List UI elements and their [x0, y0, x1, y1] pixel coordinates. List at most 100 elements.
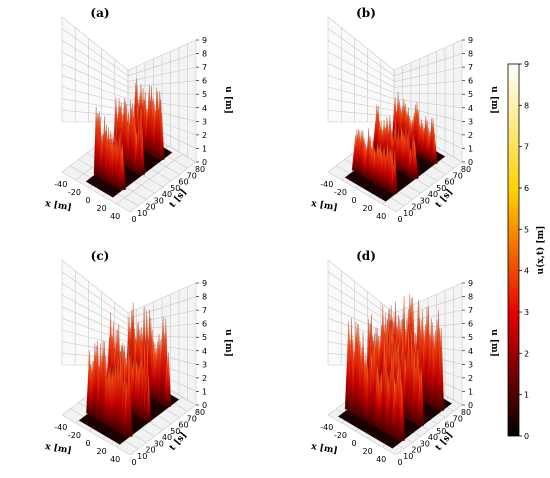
surface-peak	[159, 113, 165, 160]
z-axis: 0 1 2 3 4 5 6 7 8 9 u [m]	[462, 36, 499, 167]
surface-peak	[118, 141, 126, 190]
z-grid-left	[61, 16, 129, 71]
t-tick-label: 50	[170, 427, 180, 436]
t-tick-label: 50	[436, 427, 446, 436]
colorbar-tick-label: 9	[524, 60, 529, 69]
panel-title: (a)	[90, 6, 109, 20]
z-axis-label: u [m]	[223, 86, 233, 114]
z-tick-label: 9	[202, 36, 207, 45]
z-axis-label: u [m]	[489, 86, 499, 114]
z-grid-left	[327, 16, 395, 71]
x-axis-label: x [m]	[44, 199, 72, 213]
z-grid-left	[61, 283, 129, 325]
x-tick-label: 0	[85, 196, 90, 205]
z-grid-left	[61, 63, 129, 94]
z-grid-left	[61, 86, 129, 105]
surface-peak	[438, 327, 445, 411]
colorbar-ticks: 0 1 2 3 4 5 6 7 8 9	[519, 60, 529, 441]
colorbar-tick-label: 4	[524, 267, 529, 276]
t-tick-label: 70	[453, 414, 463, 423]
t-tick-label: 80	[195, 408, 205, 417]
x-tick-label: -40	[320, 423, 333, 432]
z-grid-left	[327, 28, 395, 77]
z-tick-label: 7	[202, 306, 207, 315]
z-tick-label: 1	[468, 144, 473, 153]
z-tick-label: 3	[468, 360, 473, 369]
z-tick-label: 3	[468, 117, 473, 126]
z-tick-label: 5	[202, 90, 207, 99]
z-tick-label: 8	[202, 293, 207, 302]
t-tick-label: 0	[397, 458, 402, 467]
surface-peak	[146, 373, 152, 422]
z-tick-label: 5	[202, 333, 207, 342]
z-axis-label: u [m]	[489, 329, 499, 357]
z-grid-left	[327, 259, 395, 314]
surface-peak	[418, 361, 424, 426]
z-grid-left	[61, 294, 129, 331]
t-tick-label: 80	[461, 165, 471, 174]
z-axis: 0 1 2 3 4 5 6 7 8 9 u [m]	[462, 279, 499, 410]
colorbar-tick-label: 1	[524, 391, 529, 400]
surface-peak	[398, 375, 405, 441]
t-tick-label: 80	[461, 408, 471, 417]
z-tick-label: 4	[202, 104, 207, 113]
t-tick-label: 30	[420, 196, 430, 205]
t-tick-label: 10	[403, 209, 413, 218]
surface-peak	[392, 145, 398, 194]
z-tick-label: 8	[468, 293, 473, 302]
t-tick-label: 0	[131, 215, 136, 224]
x-tick-label: 20	[97, 447, 107, 456]
x-tick-label: 40	[110, 212, 120, 221]
z-tick-label: 7	[468, 306, 473, 315]
z-grid-left	[61, 110, 129, 117]
z-tick-label: 5	[468, 333, 473, 342]
t-grid-floor	[61, 414, 131, 456]
surface	[338, 294, 452, 449]
colorbar-tick-label: 7	[524, 143, 529, 152]
z-tick-label: 9	[468, 36, 473, 45]
t-tick-label: 40	[428, 190, 438, 199]
t-tick-label: 10	[137, 452, 147, 461]
t-tick-label: 70	[187, 414, 197, 423]
surface-peak	[165, 352, 172, 407]
z-grid-left	[61, 75, 129, 100]
x-tick-label: -20	[334, 188, 347, 197]
panel-title: (b)	[356, 6, 376, 20]
colorbar-tick-label: 6	[524, 184, 529, 193]
z-tick-label: 7	[468, 63, 473, 72]
t-tick-label: 20	[145, 446, 155, 455]
x-tick-label: 40	[376, 212, 386, 221]
t-tick-label: 50	[170, 184, 180, 193]
z-tick-label: 4	[468, 347, 473, 356]
z-tick-label: 1	[468, 387, 473, 396]
colorbar-tick-label: 3	[524, 308, 529, 317]
colorbar-label: u(x,t) [m]	[535, 226, 546, 275]
t-tick-label: 20	[145, 203, 155, 212]
colorbar: 0 1 2 3 4 5 6 7 8 9 u(x,t) [m]	[507, 60, 546, 441]
x-tick-label: 0	[351, 196, 356, 205]
z-tick-label: 2	[468, 374, 473, 383]
z-tick-label: 6	[468, 320, 473, 329]
z-tick-label: 5	[468, 90, 473, 99]
z-grid-left	[61, 98, 129, 111]
surface-peak	[139, 124, 145, 175]
t-tick-label: 10	[137, 209, 147, 218]
colorbar-tick-label: 5	[524, 225, 529, 234]
t-tick-label: 30	[420, 439, 430, 448]
t-tick-label: 10	[403, 452, 413, 461]
x-tick-label: 20	[97, 204, 107, 213]
z-tick-label: 8	[202, 50, 207, 59]
z-tick-label: 0	[468, 158, 473, 167]
z-axis: 0 1 2 3 4 5 6 7 8 9 u [m]	[196, 279, 233, 410]
x-tick-label: -20	[334, 431, 347, 440]
z-grid-left	[61, 306, 129, 337]
x-tick-label: 40	[110, 455, 120, 464]
z-tick-label: 1	[202, 144, 207, 153]
x-tick-label: 0	[85, 439, 90, 448]
z-grid-left	[327, 98, 395, 111]
